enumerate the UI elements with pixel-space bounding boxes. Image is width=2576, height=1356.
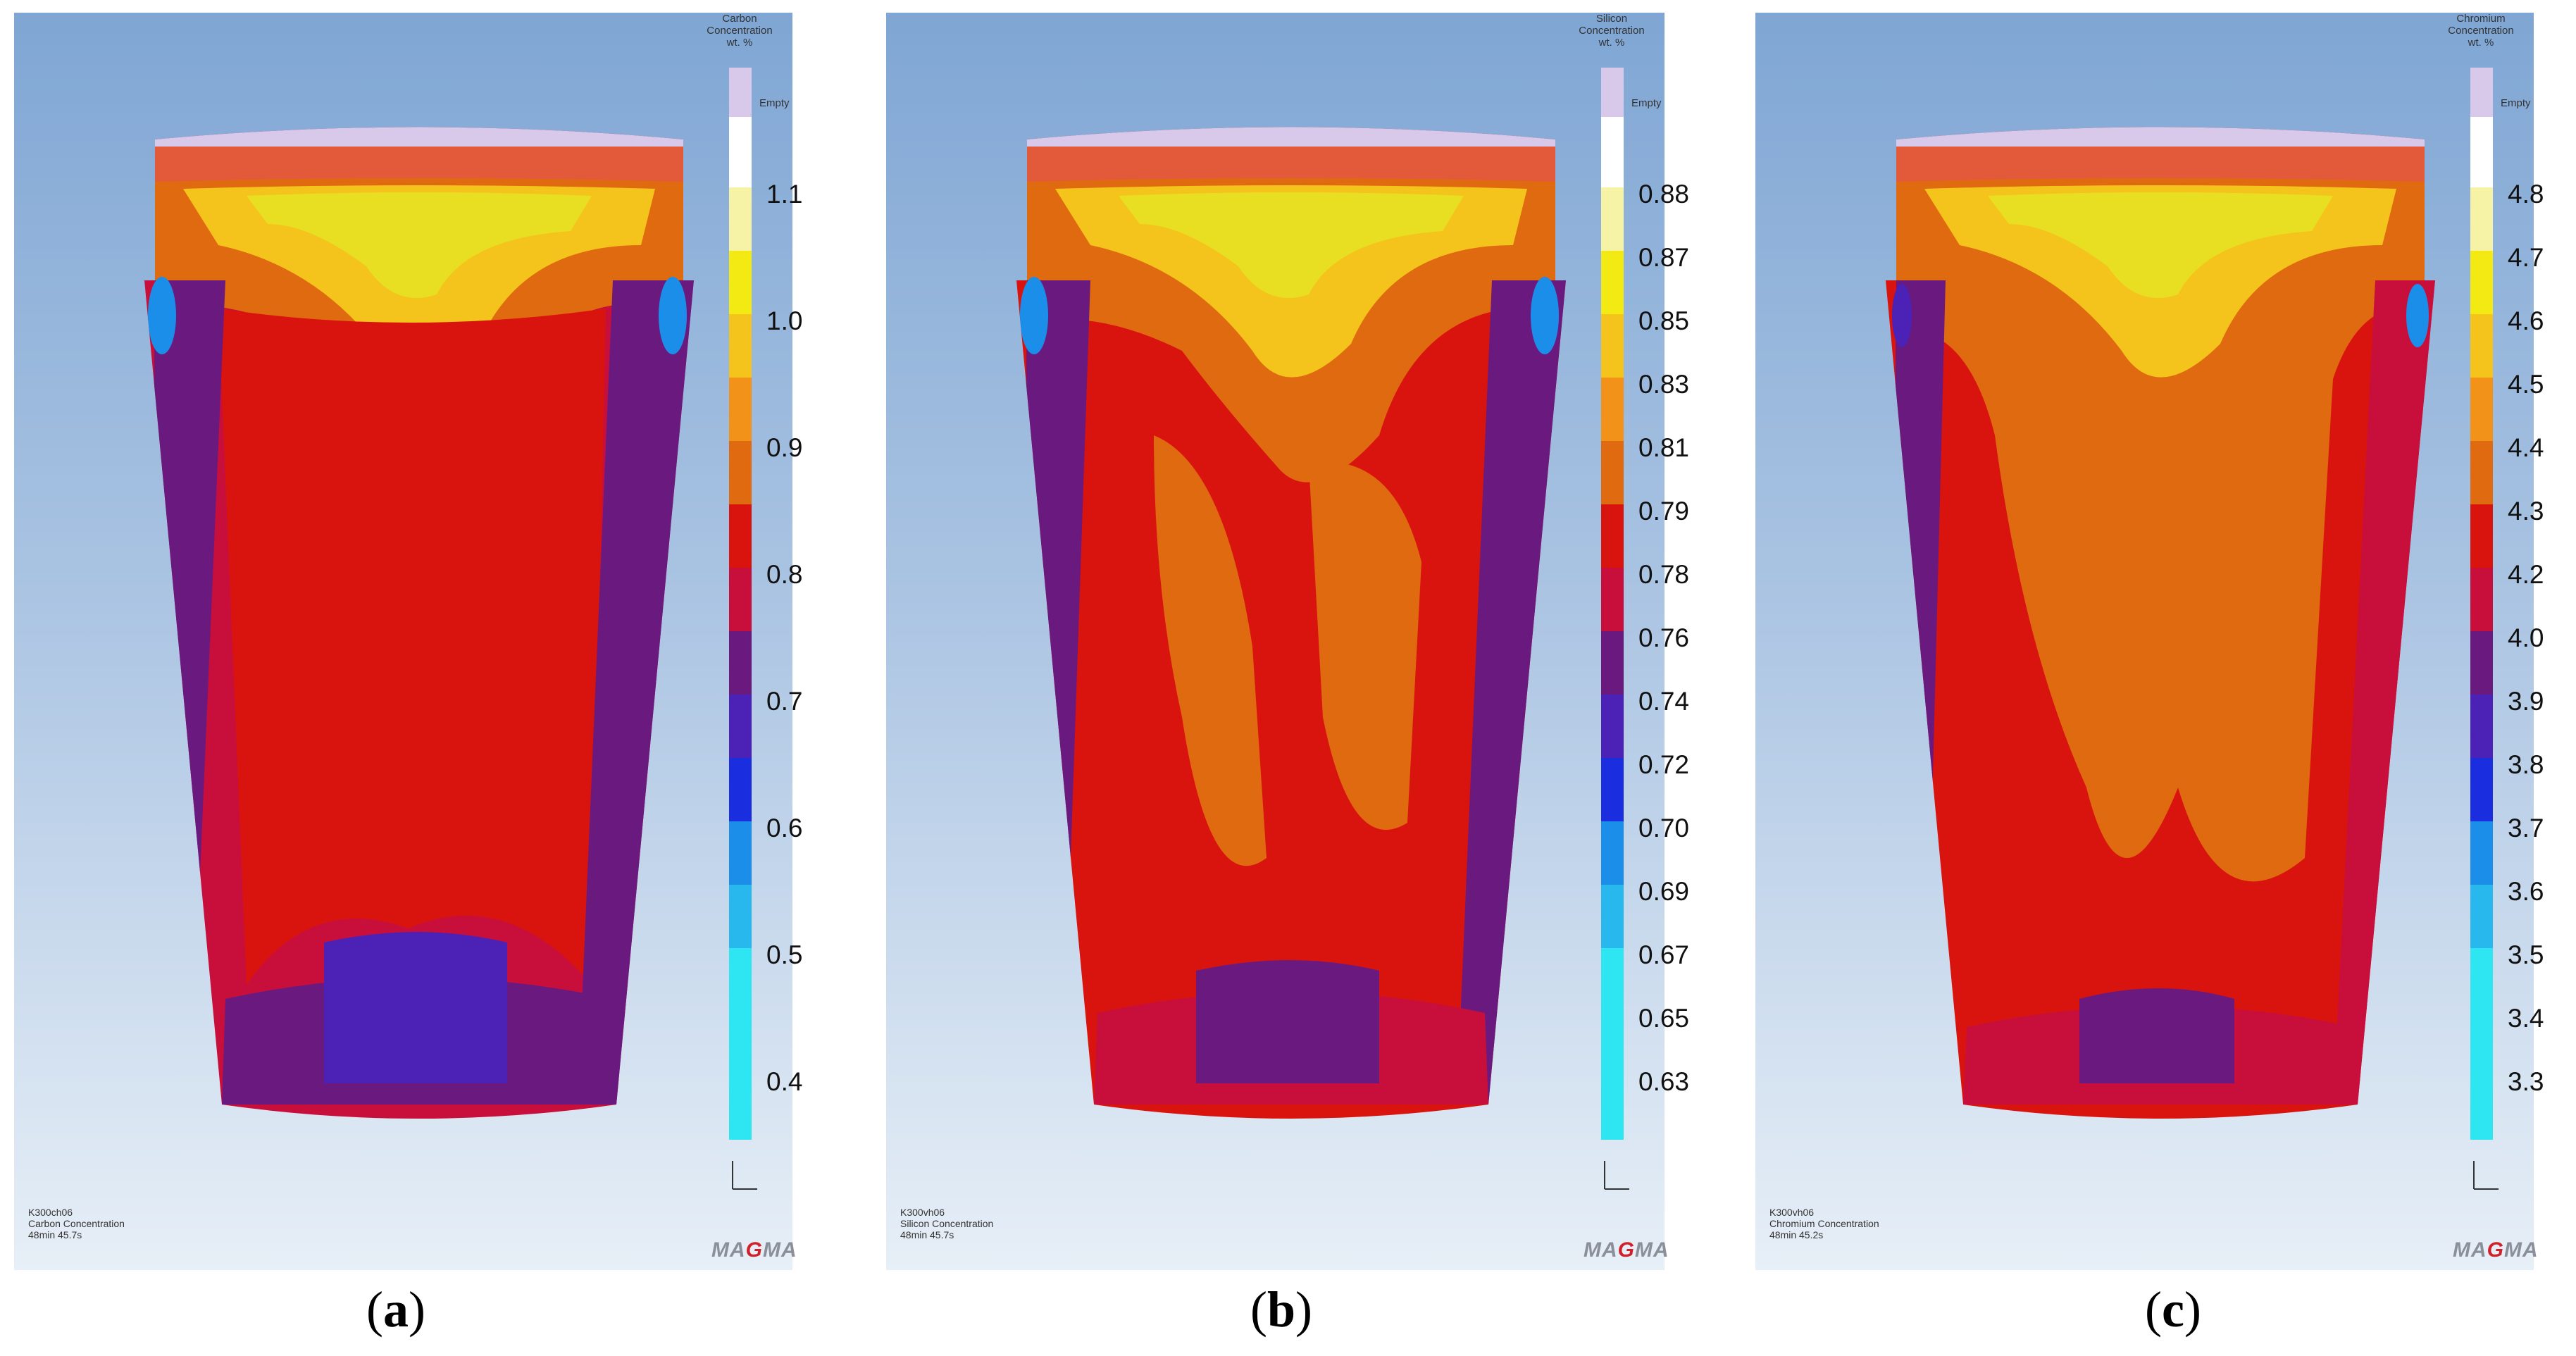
legend-tick: 0.69 (1638, 877, 1690, 906)
color-legend-bar (2470, 68, 2493, 1140)
simulation-view (1755, 13, 2534, 1270)
legend-tick: 0.78 (1638, 560, 1690, 589)
legend-title: Carbon Concentration wt. % (707, 13, 773, 49)
legend-tick: 3.6 (2508, 877, 2544, 906)
simulation-caption: K300ch06 Carbon Concentration 48min 45.7… (28, 1207, 125, 1240)
legend-tick: 0.70 (1638, 814, 1690, 842)
legend-tick: 0.81 (1638, 433, 1690, 462)
caption-line: Silicon Concentration (900, 1218, 994, 1229)
legend-tick: 0.85 (1638, 306, 1690, 335)
legend-tick: 0.4 (766, 1067, 803, 1096)
panel-label-a: (a) (366, 1281, 425, 1338)
legend-tick: 0.6 (766, 814, 803, 842)
caption-line: Chromium Concentration (1769, 1218, 1879, 1229)
ingot-contour-plot (1016, 127, 1566, 1119)
legend-tick: 0.65 (1638, 1004, 1690, 1033)
legend-tick: 4.0 (2508, 623, 2544, 652)
simulation-caption: K300vh06 Silicon Concentration 48min 45.… (900, 1207, 993, 1240)
legend-tick: 0.74 (1638, 687, 1690, 716)
axis-triad-icon (1604, 1161, 1629, 1190)
simulation-caption: K300vh06 Chromium Concentration 48min 45… (1769, 1207, 1879, 1240)
legend-tick: 0.88 (1638, 180, 1690, 209)
panel-b: Silicon Concentration wt. % Empty 0.88 0… (886, 13, 1689, 1270)
legend-tick: 1.1 (766, 180, 803, 209)
legend-tick: 0.72 (1638, 750, 1690, 779)
ingot-contour-plot (144, 127, 694, 1119)
magma-logo: MAGMA (2453, 1238, 2539, 1262)
caption-line: Carbon Concentration (28, 1218, 125, 1229)
legend-empty-label: Empty (1631, 97, 1662, 109)
legend-tick: 3.4 (2508, 1004, 2544, 1033)
caption-line: K300vh06 (900, 1207, 945, 1218)
legend-tick: 4.4 (2508, 433, 2544, 462)
panel-label-c: (c) (2145, 1281, 2201, 1338)
magma-logo: MAGMA (711, 1238, 797, 1262)
legend-tick: 3.8 (2508, 750, 2544, 779)
caption-line: 48min 45.7s (900, 1229, 954, 1240)
legend-tick: 3.9 (2508, 687, 2544, 716)
legend-tick: 0.8 (766, 560, 803, 589)
legend-tick: 0.7 (766, 687, 803, 716)
panel-c: Chromium Concentration wt. % Empty 4.8 4… (1755, 13, 2544, 1270)
legend-tick: 4.8 (2508, 180, 2544, 209)
axis-triad-icon (2473, 1161, 2499, 1190)
simulation-view (14, 13, 792, 1270)
caption-line: K300ch06 (28, 1207, 73, 1218)
ingot-contour-plot (1886, 127, 2435, 1119)
legend-tick: 4.2 (2508, 560, 2544, 589)
color-legend-bar (729, 68, 752, 1140)
legend-tick: 3.3 (2508, 1067, 2544, 1096)
legend-empty-label: Empty (759, 97, 790, 109)
panel-a: Carbon Concentration wt. % Empty 1.1 1.0… (14, 13, 802, 1270)
legend-tick: 4.6 (2508, 306, 2544, 335)
legend-empty-label: Empty (2501, 97, 2531, 109)
legend-tick: 0.83 (1638, 370, 1690, 399)
axis-triad-icon (732, 1161, 757, 1190)
color-legend-bar (1601, 68, 1624, 1140)
legend-tick: 0.67 (1638, 940, 1690, 969)
legend-tick: 0.63 (1638, 1067, 1690, 1096)
legend-tick: 4.3 (2508, 497, 2544, 525)
caption-line: 48min 45.7s (28, 1229, 82, 1240)
legend-tick: 0.5 (766, 940, 803, 969)
legend-tick: 3.7 (2508, 814, 2544, 842)
caption-line: K300vh06 (1769, 1207, 1815, 1218)
panel-label-b: (b) (1250, 1281, 1313, 1338)
legend-tick: 4.7 (2508, 243, 2544, 272)
legend-title: Chromium Concentration wt. % (2448, 13, 2514, 49)
legend-tick: 0.9 (766, 433, 803, 462)
simulation-view (886, 13, 1665, 1270)
legend-tick: 4.5 (2508, 370, 2544, 399)
legend-title: Silicon Concentration wt. % (1579, 13, 1645, 49)
legend-tick: 0.87 (1638, 243, 1690, 272)
legend-tick: 0.76 (1638, 623, 1690, 652)
legend-tick: 3.5 (2508, 940, 2544, 969)
magma-logo: MAGMA (1583, 1238, 1669, 1262)
caption-line: 48min 45.2s (1769, 1229, 1824, 1240)
legend-tick: 0.79 (1638, 497, 1690, 525)
legend-tick: 1.0 (766, 306, 803, 335)
